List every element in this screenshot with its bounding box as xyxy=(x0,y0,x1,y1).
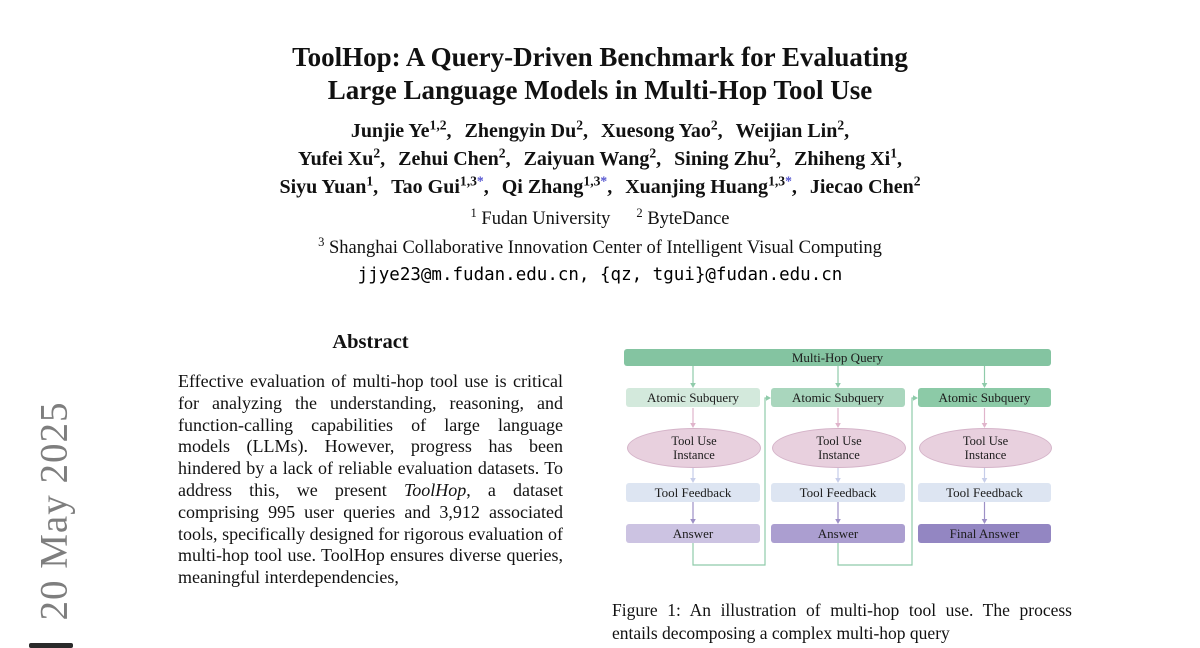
figure-node-tool-feedback: Tool Feedback xyxy=(918,483,1051,502)
abstract-body: Effective evaluation of multi-hop tool u… xyxy=(178,371,563,589)
corresponding-author-star: * xyxy=(476,173,484,189)
author-line: Junjie Ye1,2, Zhengyin Du2, Xuesong Yao2, W… xyxy=(0,117,1200,145)
arxiv-id-partial xyxy=(29,643,73,648)
author-line: Siyu Yuan1, Tao Gui1,3*, Qi Zhang1,3*, Xuan… xyxy=(0,173,1200,201)
arxiv-date-watermark: 20 May 2025 xyxy=(32,401,76,621)
figure-node-tool-feedback: Tool Feedback xyxy=(626,483,760,502)
affiliation-sup-1: 1 xyxy=(470,205,477,220)
paper-title-line1: ToolHop: A Query-Driven Benchmark for Ev… xyxy=(292,42,908,72)
figure-node-tool-use-instance: Tool Use Instance xyxy=(627,428,761,468)
author: Xuanjing Huang1,3*, xyxy=(625,173,797,198)
figure-node-answer: Answer xyxy=(771,524,905,543)
affiliation-sup-2: 2 xyxy=(636,205,643,220)
affiliation-bytedance: ByteDance xyxy=(647,209,730,229)
figure-node-atomic-subquery: Atomic Subquery xyxy=(771,388,905,407)
author: Tao Gui1,3*, xyxy=(391,173,489,198)
paper-title-line2: Large Language Models in Multi-Hop Tool … xyxy=(327,75,873,105)
figure-diagram: Multi-Hop Query Atomic Subquery Tool Use I… xyxy=(622,344,1054,576)
figure-caption: Figure 1: An illustration of multi-hop t… xyxy=(612,600,1072,643)
figure-node-answer: Answer xyxy=(626,524,760,543)
email-line: jjye23@m.fudan.edu.cn, {qz, tgui}@fudan.… xyxy=(357,265,843,285)
author: Siyu Yuan1, xyxy=(279,173,379,198)
abstract-text: Effective evaluation of multi-hop tool u… xyxy=(178,371,563,500)
abstract-text: , a dataset comprising 995 user queries … xyxy=(178,479,563,588)
figure-node-atomic-subquery: Atomic Subquery xyxy=(918,388,1051,407)
affiliation-line-1: 1 Fudan University 2 ByteDance xyxy=(0,205,1200,230)
author: Junjie Ye1,2, xyxy=(350,117,452,142)
corresponding-author-star: * xyxy=(785,173,792,189)
author-line: Yufei Xu2, Zehui Chen2, Zaiyuan Wang2, Sini… xyxy=(0,145,1200,173)
affiliation-sup-3: 3 xyxy=(318,234,325,249)
abstract-heading: Abstract xyxy=(332,331,409,353)
author: Jiecao Chen2 xyxy=(809,173,921,198)
figure-node-tool-use-instance: Tool Use Instance xyxy=(772,428,906,468)
abstract-section: Abstract Effective evaluation of multi-h… xyxy=(178,331,563,589)
author: Sining Zhu2, xyxy=(674,145,782,170)
figure-node-atomic-subquery: Atomic Subquery xyxy=(626,388,760,407)
figure-node-tool-feedback: Tool Feedback xyxy=(771,483,905,502)
author: Qi Zhang1,3*, xyxy=(501,173,613,198)
corresponding-author-star: * xyxy=(600,173,608,189)
author: Yufei Xu2, xyxy=(297,145,386,170)
author: Zhiheng Xi1, xyxy=(794,145,902,170)
figure-node-tool-use-instance: Tool Use Instance xyxy=(919,428,1052,468)
affiliation-line-2: 3 Shanghai Collaborative Innovation Cent… xyxy=(0,234,1200,259)
affiliation-fudan: Fudan University xyxy=(481,209,611,229)
figure-connectors xyxy=(690,366,988,566)
affiliation-shanghai: Shanghai Collaborative Innovation Center… xyxy=(328,238,882,258)
figure-node-multihop-query: Multi-Hop Query xyxy=(624,349,1051,366)
figure-node-final-answer: Final Answer xyxy=(918,524,1051,543)
author: Xuesong Yao2, xyxy=(601,117,723,142)
paper-title: ToolHop: A Query-Driven Benchmark for Ev… xyxy=(0,41,1200,107)
author: Zhengyin Du2, xyxy=(464,117,589,142)
author: Zehui Chen2, xyxy=(398,145,511,170)
author: Weijian Lin2, xyxy=(735,117,850,142)
abstract-toolhop-italic: ToolHop xyxy=(403,479,467,500)
author-lines: Junjie Ye1,2, Zhengyin Du2, Xuesong Yao2, W… xyxy=(0,117,1200,201)
author: Zaiyuan Wang2, xyxy=(523,145,662,170)
